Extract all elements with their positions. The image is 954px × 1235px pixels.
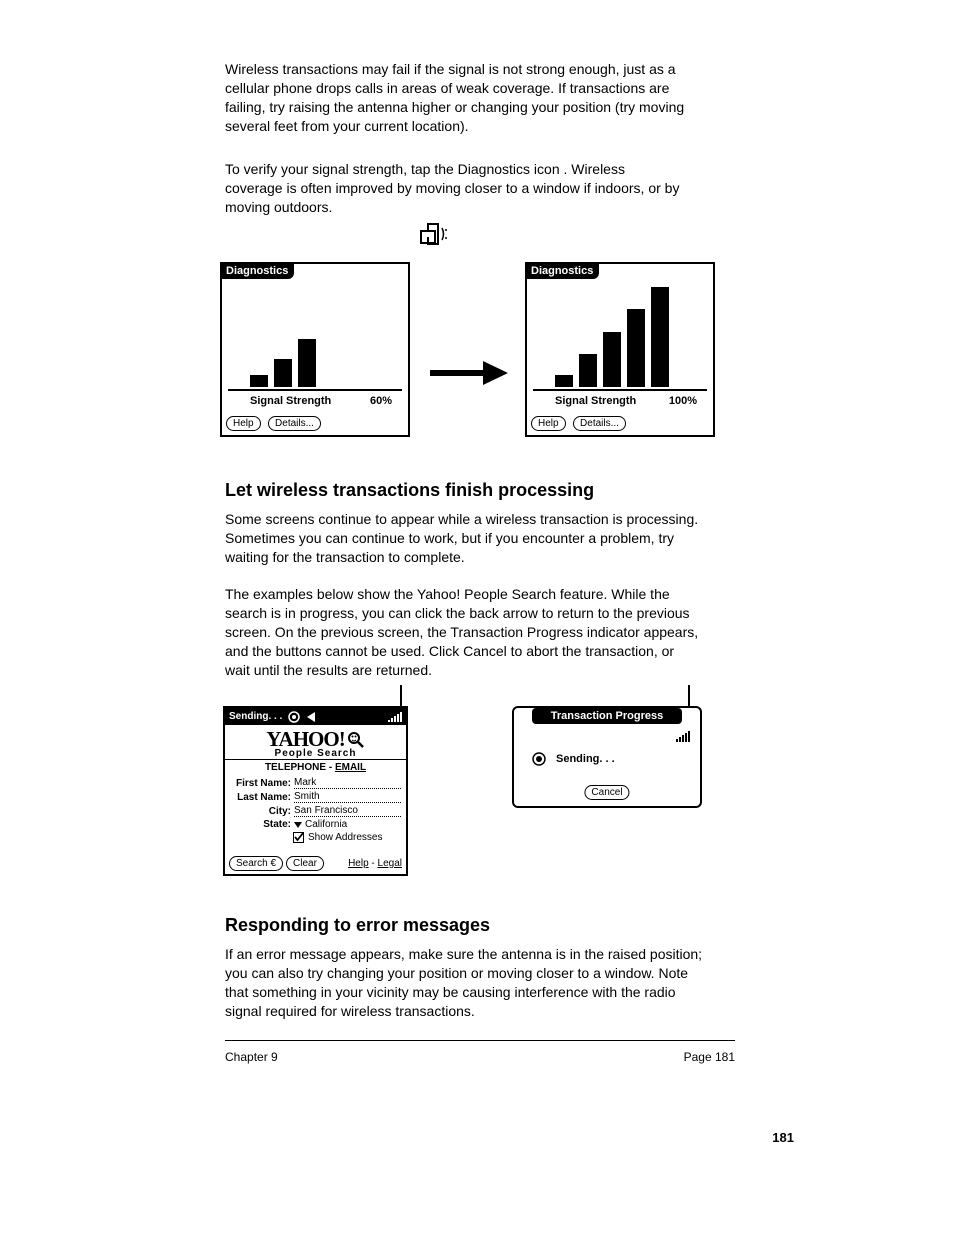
first-name-label: First Name: [230, 778, 294, 789]
diagnostics-screen-right: Diagnostics Signal Strength 100% Help De… [525, 262, 715, 437]
tabs: TELEPHONE - EMAIL [225, 760, 406, 775]
yahoo-logo: YAHOO! People Search [225, 725, 406, 760]
city-field[interactable]: San Francisco [294, 805, 401, 817]
chart-bar [250, 375, 268, 387]
radio-indicator-icon [532, 752, 546, 766]
arrow-right-icon [428, 358, 508, 388]
signal-strength-label: Signal Strength [555, 395, 636, 407]
last-name-label: Last Name: [230, 792, 294, 803]
signal-bars-icon [388, 712, 402, 722]
help-link[interactable]: Help [348, 858, 369, 869]
last-name-field[interactable]: Smith [294, 791, 401, 803]
body-text: Wireless transactions may fail if the si… [225, 60, 735, 136]
state-label: State: [230, 819, 294, 830]
status-text: Sending. . . [556, 753, 615, 765]
city-label: City: [230, 806, 294, 817]
help-button[interactable]: Help [226, 416, 261, 431]
body-text: If an error message appears, make sure t… [225, 945, 735, 1021]
state-dropdown[interactable]: California [294, 819, 401, 830]
transaction-progress-dialog: Transaction Progress Sending. . . Cancel [512, 706, 702, 808]
people-search-screen: Sending. . . YAHOO! People Search TELEPH… [223, 706, 408, 876]
signal-strength-value: 100% [669, 395, 697, 407]
section-heading: Responding to error messages [225, 915, 490, 936]
chart-bar [555, 375, 573, 387]
chart-bar [274, 359, 292, 387]
button-row: Help Details... [531, 413, 629, 431]
back-arrow-icon[interactable] [306, 711, 316, 723]
signal-bar-chart [555, 277, 695, 387]
details-button[interactable]: Details... [573, 416, 626, 431]
cancel-button[interactable]: Cancel [584, 785, 629, 800]
tab-telephone[interactable]: TELEPHONE [265, 762, 326, 773]
chart-bar [627, 309, 645, 387]
tab-email[interactable]: EMAIL [335, 762, 366, 773]
help-button[interactable]: Help [531, 416, 566, 431]
magnifier-icon [347, 731, 365, 749]
search-button[interactable]: Search € [229, 856, 283, 871]
diagnostics-screen-left: Diagnostics Signal Strength 60% Help Det… [220, 262, 410, 437]
button-row: Help Details... [226, 413, 324, 431]
antenna-icon [688, 685, 690, 707]
chart-bar [651, 287, 669, 387]
dialog-title: Transaction Progress [532, 708, 682, 724]
chart-bar [603, 332, 621, 387]
body-text: To verify your signal strength, tap the … [225, 160, 735, 217]
details-button[interactable]: Details... [268, 416, 321, 431]
signal-bar-chart [250, 277, 390, 387]
page-number: 181 [772, 1130, 794, 1145]
title-bar: Sending. . . [225, 708, 406, 725]
antenna-icon [400, 685, 402, 707]
body-text: The examples below show the Yahoo! Peopl… [225, 585, 735, 679]
stop-icon[interactable] [288, 711, 300, 723]
footer-rule [225, 1040, 735, 1041]
signal-bars-icon [676, 730, 690, 742]
chart-bar [579, 354, 597, 387]
divider [228, 389, 402, 391]
body-text: Some screens continue to appear while a … [225, 510, 735, 567]
signal-strength-value: 60% [370, 395, 392, 407]
show-addresses-checkbox[interactable]: Show Addresses [293, 832, 383, 843]
checkbox-checked-icon [293, 832, 304, 843]
legal-link[interactable]: Legal [378, 858, 402, 869]
first-name-field[interactable]: Mark [294, 777, 401, 789]
footer-chapter: Chapter 9 [225, 1050, 278, 1064]
chevron-down-icon [294, 821, 302, 829]
footer-page: Page 181 [684, 1050, 735, 1064]
signal-strength-label: Signal Strength [250, 395, 331, 407]
clear-button[interactable]: Clear [286, 856, 324, 871]
status-text: Sending. . . [229, 711, 282, 722]
antenna-diagnostics-icon [418, 222, 454, 246]
chart-bar [298, 339, 316, 387]
section-heading: Let wireless transactions finish process… [225, 480, 594, 501]
divider [533, 389, 707, 391]
